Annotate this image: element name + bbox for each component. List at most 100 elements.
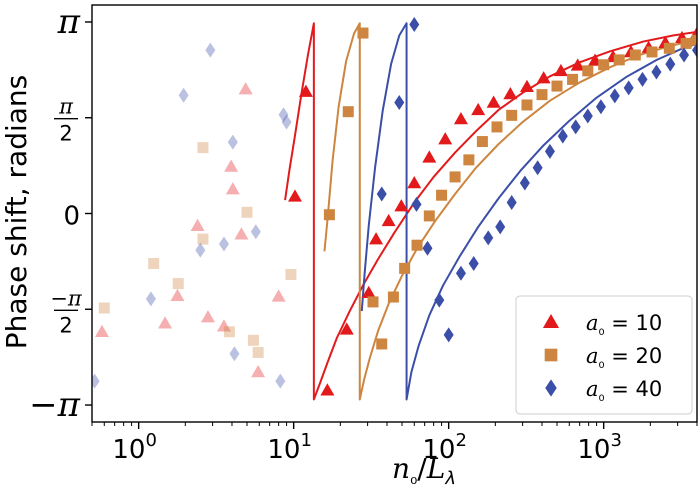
data-point-diamond-faded	[145, 291, 156, 307]
data-point-diamond	[394, 95, 405, 111]
data-point-square	[536, 89, 548, 101]
y-tick-denominator: 2	[59, 313, 72, 337]
data-point-triangle-faded	[251, 365, 266, 378]
data-point-square	[680, 37, 692, 49]
data-point-diamond-faded	[205, 42, 216, 58]
data-point-square	[598, 59, 610, 71]
data-point-diamond	[692, 42, 697, 58]
data-point-diamond-faded	[227, 134, 238, 150]
data-point-triangle-faded	[238, 82, 253, 95]
y-tick-fraction: π2	[54, 95, 78, 146]
data-point-triangle-faded	[224, 159, 239, 172]
data-point-triangle	[369, 232, 384, 245]
y-axis-label: Phase shift, radians	[0, 75, 33, 349]
data-point-diamond	[570, 119, 581, 135]
data-point-square	[423, 210, 435, 222]
data-point-triangle	[536, 71, 551, 84]
y-tick-label: π	[57, 2, 81, 42]
data-point-square	[646, 46, 658, 58]
y-tick-fraction: −π 2	[50, 286, 83, 337]
data-point-square	[376, 338, 388, 350]
data-point-triangle-faded	[158, 316, 173, 329]
data-point-square	[491, 121, 503, 133]
data-point-triangle	[519, 79, 534, 92]
data-point-triangle-faded	[271, 289, 286, 302]
data-point-square	[342, 106, 354, 118]
legend-frame	[515, 295, 693, 415]
data-point-diamond	[557, 128, 568, 144]
data-point-square	[367, 296, 379, 308]
data-point-triangle	[298, 84, 313, 97]
data-point-triangle	[471, 102, 486, 116]
data-point-diamond	[679, 47, 690, 63]
data-point-triangle	[486, 95, 501, 108]
legend-marker-triangle	[542, 313, 560, 329]
legend-marker-square	[544, 348, 558, 362]
plot-area	[92, 17, 697, 401]
y-tick-label: 0	[63, 202, 80, 232]
data-point-triangle	[553, 63, 568, 77]
data-point-triangle	[394, 199, 409, 212]
data-point-triangle-faded	[216, 319, 231, 332]
legend-label: a₀ = 10	[586, 311, 662, 339]
data-point-square	[436, 189, 448, 201]
data-point-diamond	[468, 255, 479, 271]
data-point-diamond	[495, 219, 506, 235]
data-point-diamond	[609, 88, 620, 104]
data-point-square	[323, 209, 335, 221]
data-point-triangle-faded	[200, 310, 215, 323]
x-tick-label: 100	[112, 430, 157, 465]
x-tick-label: 101	[267, 430, 312, 465]
data-point-diamond	[582, 108, 593, 124]
data-point-triangle	[453, 112, 468, 125]
data-point-triangle	[287, 189, 302, 202]
data-point-diamond	[637, 71, 648, 87]
legend-marker-diamond	[545, 379, 557, 397]
data-point-square	[463, 154, 475, 166]
data-point-square	[521, 99, 533, 111]
x-tick-label: 103	[577, 430, 622, 465]
data-point-triangle	[407, 176, 422, 189]
data-point-square-faded	[223, 326, 235, 338]
data-point-square	[551, 80, 563, 92]
data-point-diamond	[623, 80, 634, 96]
data-point-square	[691, 34, 697, 46]
data-point-diamond	[595, 99, 606, 115]
data-point-diamond	[422, 240, 433, 256]
data-point-square	[582, 65, 594, 77]
data-point-triangle-faded	[190, 218, 205, 231]
fit-curve-1	[323, 22, 697, 401]
data-point-diamond	[532, 160, 543, 176]
data-point-diamond-faded	[92, 373, 100, 389]
data-point-triangle	[381, 213, 396, 227]
data-point-triangle	[438, 132, 453, 145]
data-point-triangle-faded	[225, 182, 240, 195]
plot-marks	[92, 17, 697, 401]
y-tick-label: −π	[29, 385, 80, 425]
data-point-diamond-faded	[195, 242, 206, 258]
data-point-square	[399, 262, 411, 274]
data-point-square-faded	[241, 206, 253, 218]
data-point-triangle-faded	[170, 288, 185, 302]
y-tick-numerator: π	[58, 95, 74, 119]
data-point-diamond	[443, 327, 454, 343]
data-point-diamond	[455, 265, 466, 281]
data-point-diamond	[376, 186, 387, 202]
data-point-diamond-faded	[250, 224, 261, 240]
data-point-square	[411, 239, 423, 251]
data-point-square	[506, 109, 518, 121]
data-point-square	[387, 291, 399, 303]
data-point-square-faded	[148, 257, 160, 269]
data-point-square-faded	[197, 233, 209, 245]
data-point-diamond-faded	[278, 107, 289, 123]
y-tick-numerator: −π	[50, 286, 83, 310]
data-point-square-faded	[197, 142, 209, 154]
data-point-square	[449, 171, 461, 183]
data-point-triangle	[320, 383, 335, 396]
data-point-diamond	[506, 195, 517, 211]
data-point-diamond	[411, 196, 422, 212]
data-point-diamond-faded	[281, 114, 292, 130]
data-point-triangle-faded	[234, 227, 249, 240]
